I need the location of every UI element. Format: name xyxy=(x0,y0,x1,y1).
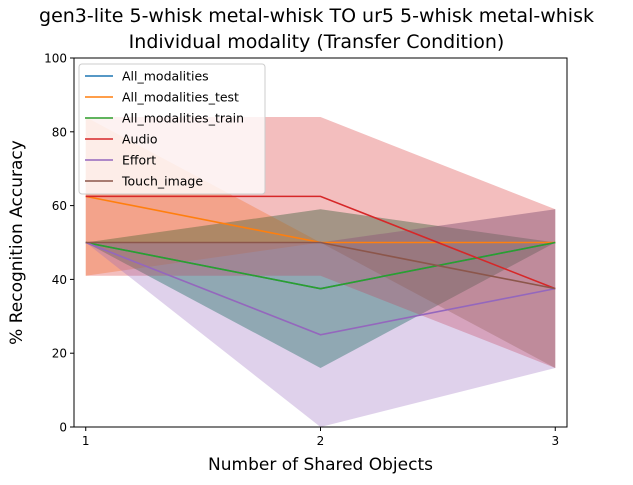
y-tick-label: 0 xyxy=(59,421,67,435)
line-audio xyxy=(85,195,556,290)
x-axis-label: Number of Shared Objects xyxy=(208,455,433,475)
y-tick-label: 20 xyxy=(52,347,67,361)
band-all-modalities-test xyxy=(85,117,556,276)
chart-title: gen3-lite 5-whisk metal-whisk TO ur5 5-w… xyxy=(39,5,594,27)
legend-label-all-modalities-train: All_modalities_train xyxy=(122,111,244,126)
axes: 1 2 3 0 20 40 60 80 100 xyxy=(44,52,568,448)
chart-subtitle: Individual modality (Transfer Condition) xyxy=(128,31,505,53)
band-touch-image xyxy=(85,209,556,368)
legend-label-audio: Audio xyxy=(122,132,158,147)
x-tick-label: 3 xyxy=(551,434,559,448)
x-tick-label: 1 xyxy=(82,434,90,448)
x-tick-label: 2 xyxy=(317,434,325,448)
y-tick-label: 100 xyxy=(44,52,67,66)
legend-label-all-modalities: All_modalities xyxy=(122,69,209,84)
legend-label-effort: Effort xyxy=(122,153,156,168)
band-effort xyxy=(85,209,556,427)
y-axis-label: % Recognition Accuracy xyxy=(7,140,27,345)
line-effort xyxy=(85,241,556,336)
y-tick-label: 80 xyxy=(52,125,67,139)
y-tick-label: 40 xyxy=(52,273,67,287)
y-tick-label: 60 xyxy=(52,199,67,213)
series-lines xyxy=(85,195,556,336)
legend-box xyxy=(78,63,266,195)
legend-label-touch-image: Touch_image xyxy=(121,174,203,189)
line-touch-image xyxy=(85,241,556,290)
legend: All_modalities All_modalities_test All_mod… xyxy=(78,63,266,195)
legend-label-all-modalities-test: All_modalities_test xyxy=(122,90,239,105)
